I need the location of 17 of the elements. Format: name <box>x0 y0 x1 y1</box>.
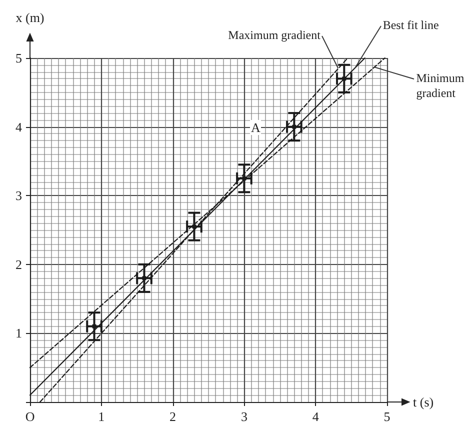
x-tick-label: O <box>25 409 35 424</box>
annotation: A <box>250 120 262 135</box>
y-tick-label: 1 <box>16 326 22 341</box>
y-tick-label: 5 <box>16 50 22 66</box>
text: Minimum gradient <box>416 71 466 102</box>
text: Best fit line <box>382 18 440 34</box>
y-tick-label: 2 <box>16 256 22 272</box>
x-tick-label: 1 <box>98 409 105 424</box>
y-tick-label: 4 <box>16 119 22 134</box>
x-tick-label: 5 <box>384 409 390 424</box>
x-tick-label: 3 <box>240 409 248 424</box>
y-axis-title: x (m) <box>16 10 44 25</box>
x-axis-title: t (s) <box>413 394 434 410</box>
x-tick-label: 2 <box>170 409 176 424</box>
text: Maximum gradient <box>227 28 320 44</box>
x-tick-label: 4 <box>312 409 320 424</box>
y-tick-label: 3 <box>16 188 22 204</box>
